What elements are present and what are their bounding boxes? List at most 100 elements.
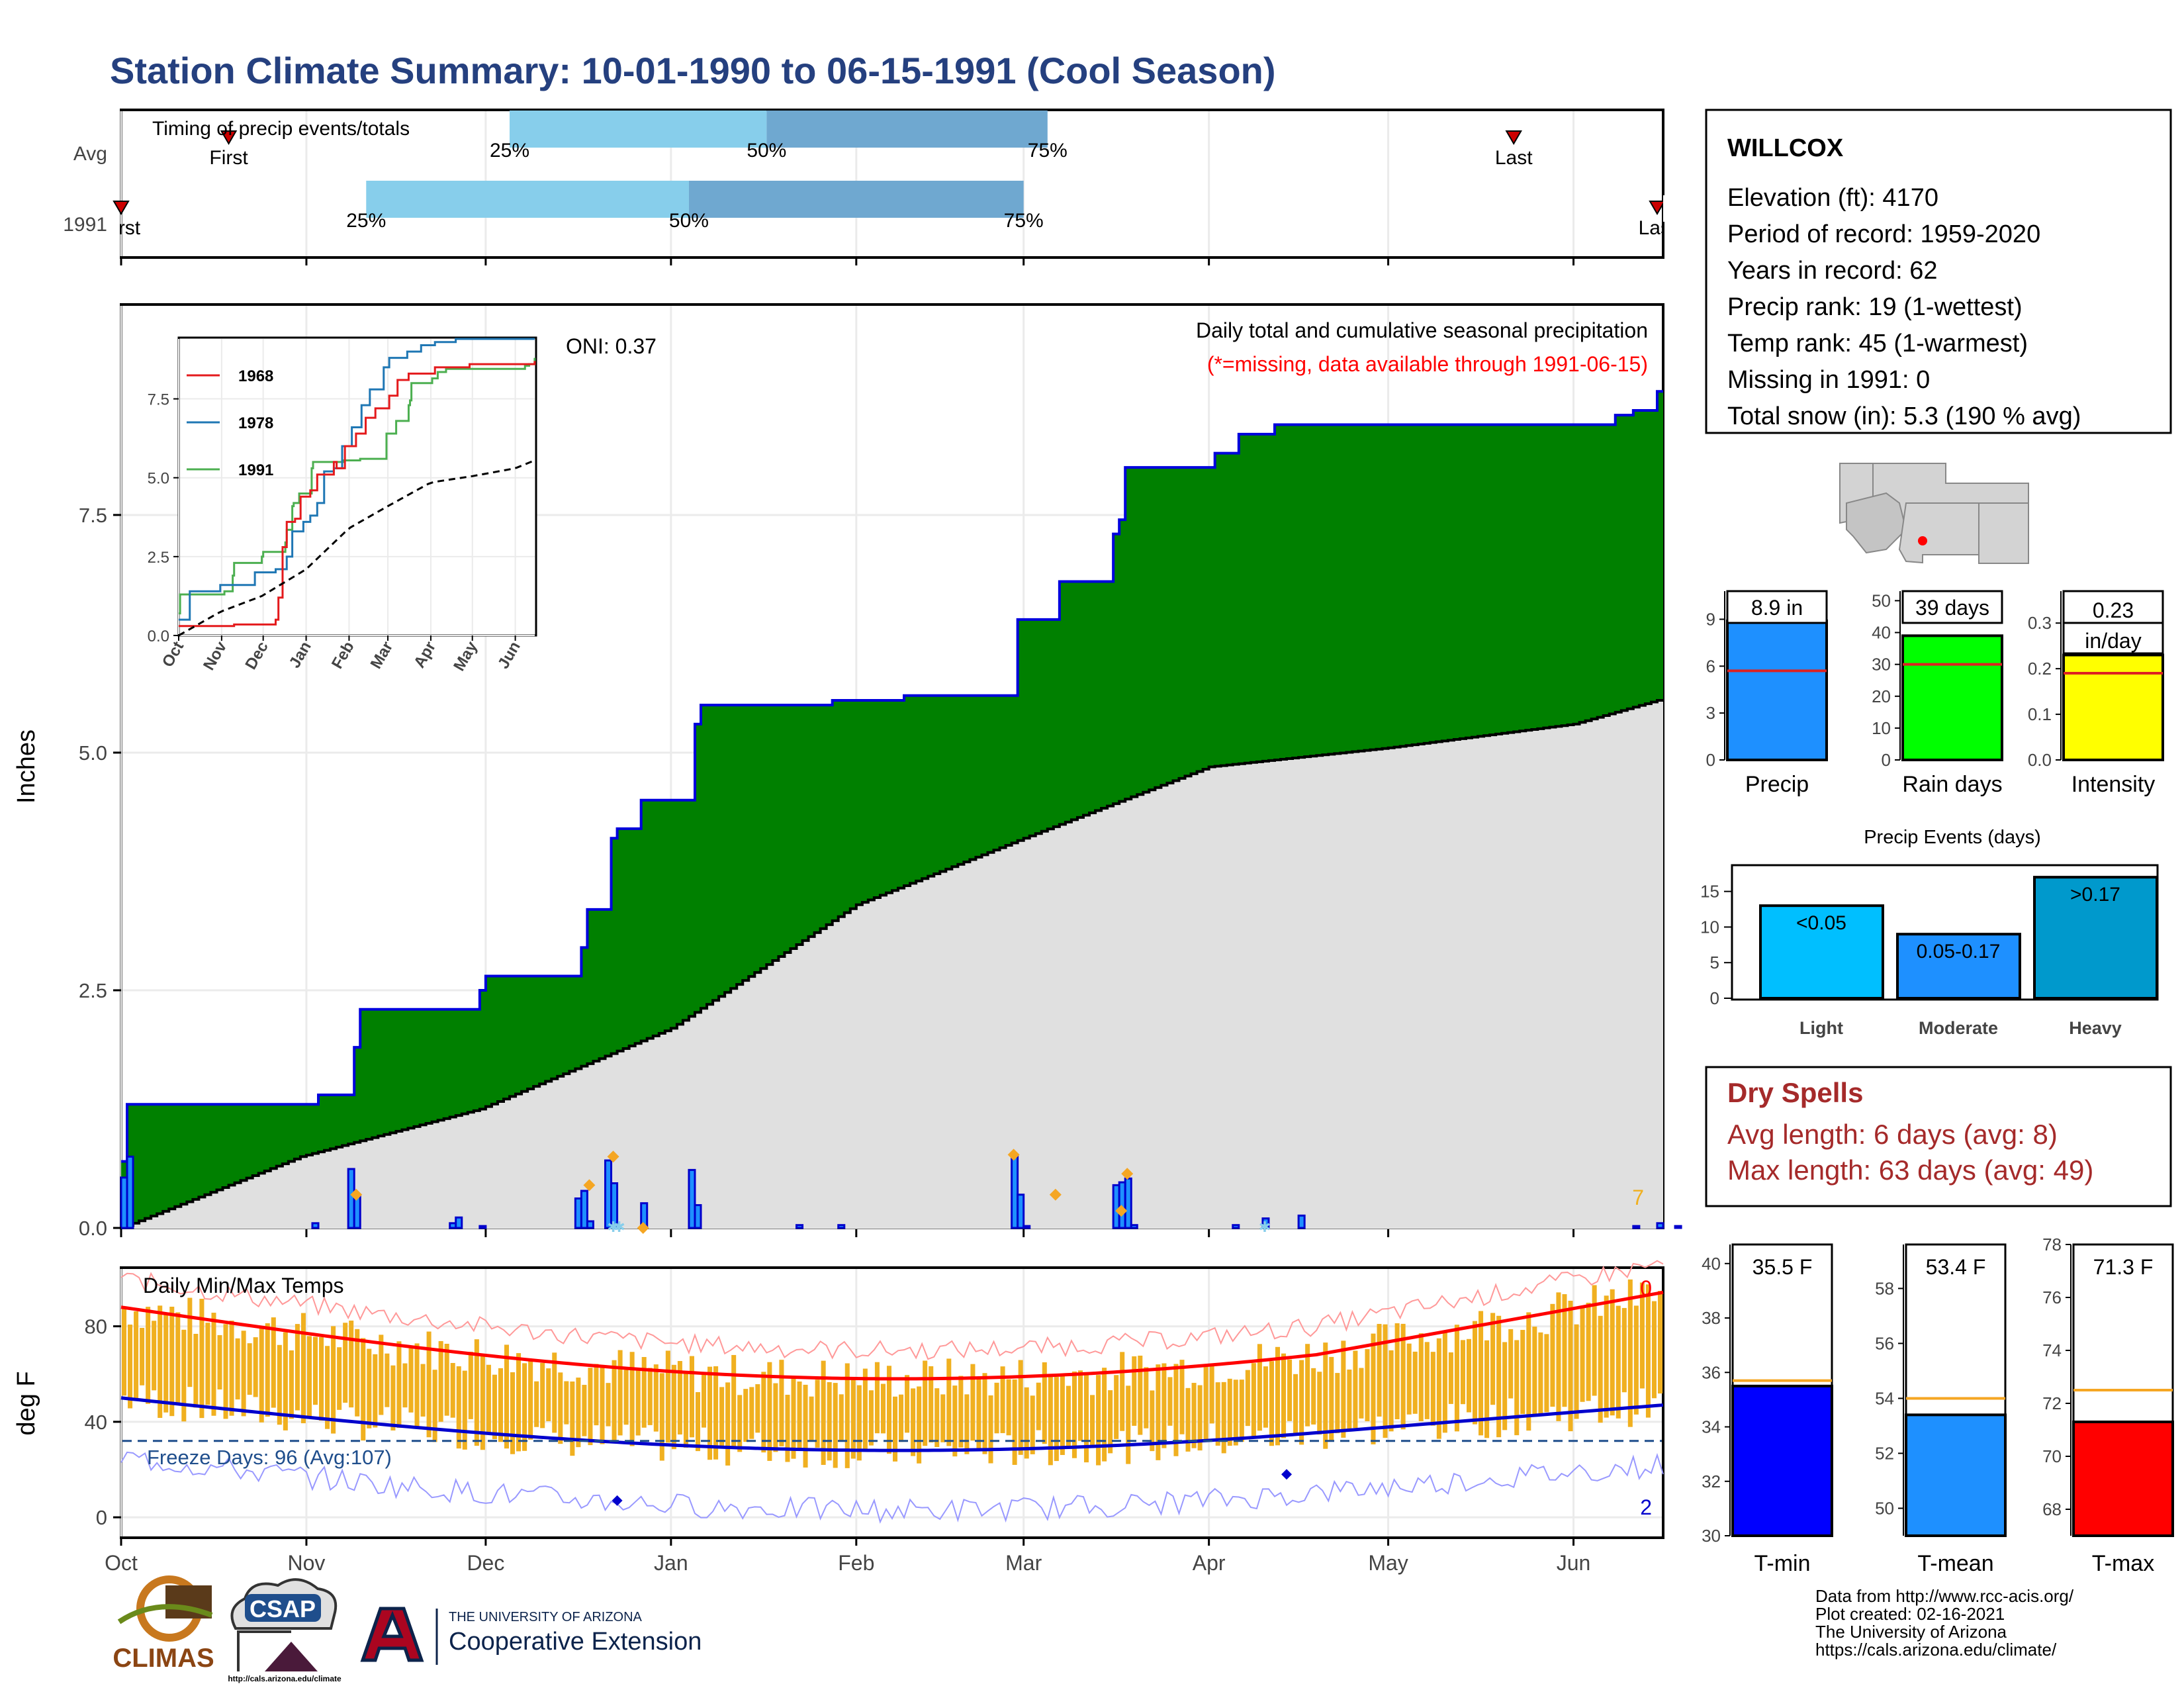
daily-temp-bar (761, 1372, 766, 1453)
precip-event-bar (1759, 904, 1884, 1000)
precip-ylabel: Inches (13, 729, 40, 804)
daily-temp-bar (1173, 1364, 1179, 1456)
credit-university: The University of Arizona (1815, 1622, 2007, 1642)
timing-q75-label: 75% (1028, 140, 1068, 162)
tmean-summary-ytick-label: 52 (1875, 1443, 1894, 1463)
daily-temp-bar (695, 1392, 701, 1452)
tmax-summary-ytick-label: 76 (2042, 1288, 2062, 1307)
daily-temp-bar (1024, 1387, 1029, 1459)
daily-temp-bar (874, 1362, 880, 1434)
daily-temp-bar (988, 1395, 993, 1464)
daily-temp-bar (725, 1382, 731, 1466)
month-label: Nov (288, 1551, 326, 1575)
daily-temp-bar (271, 1317, 276, 1408)
daily-temp-bar (731, 1354, 737, 1447)
precip-event-bar (2033, 876, 2158, 1000)
intensity-summary-label: in/day (2085, 629, 2141, 653)
daily-temp-bar (1484, 1340, 1490, 1438)
daily-temp-bar (1479, 1311, 1484, 1436)
daily-temp-bar (289, 1350, 294, 1419)
daily-temp-bar (516, 1353, 522, 1452)
oni-label: ONI: 0.37 (566, 334, 657, 358)
daily-temp-bar (283, 1332, 288, 1430)
daily-temp-bar (1287, 1359, 1293, 1421)
daily-temp-bar (815, 1380, 820, 1448)
timing-q50-label: 50% (669, 210, 709, 232)
precip-event-category: Heavy (2069, 1018, 2122, 1038)
daily-temp-bar (976, 1376, 981, 1449)
daily-temp-bar (1120, 1352, 1125, 1431)
daily-temp-bar (1388, 1350, 1394, 1432)
daily-temp-bar (1077, 1370, 1083, 1441)
inset-ytick-label: 0.0 (148, 628, 169, 645)
tmin-summary-ytick-label: 34 (1702, 1417, 1721, 1437)
daily-precip-bar (1261, 1217, 1270, 1229)
daily-temp-bar (1161, 1363, 1167, 1448)
daily-temp-bar (677, 1361, 682, 1435)
daily-temp-bar (833, 1383, 838, 1468)
inset-ytick-label: 7.5 (148, 391, 169, 409)
daily-temp-bar (1138, 1355, 1143, 1435)
timing-bar-q25-q50 (366, 181, 689, 218)
rain-days-summary-label: 39 days (1915, 596, 1989, 620)
daily-temp-bar (1377, 1323, 1382, 1417)
precip-ytick-label: 7.5 (79, 504, 107, 527)
daily-temp-bar (235, 1338, 240, 1400)
precip-summary: 0 3 6 9 8.9 in Precip (1706, 590, 1828, 797)
daily-temp-bar (390, 1365, 396, 1430)
tmax-summary: 68 70 72 74 76 78 71.3 F T-max (2042, 1235, 2174, 1576)
dry-spells-avg: Avg length: 6 days (avg: 8) (1727, 1119, 2058, 1150)
daily-temp-bar (719, 1387, 725, 1446)
daily-temp-bar (1424, 1342, 1430, 1419)
daily-temp-bar (641, 1356, 647, 1428)
daily-temp-bar (414, 1343, 420, 1429)
daily-temp-bar (241, 1331, 246, 1417)
daily-precip-bar (796, 1224, 804, 1229)
daily-temp-bar (893, 1396, 898, 1462)
daily-temp-bar (331, 1326, 336, 1434)
daily-temp-bar (1066, 1385, 1071, 1447)
inset-line-1968 (179, 361, 536, 628)
daily-temp-bar (456, 1366, 461, 1449)
timing-q25-label: 25% (346, 210, 386, 232)
precip-event-bar-label: >0.17 (2070, 884, 2120, 906)
average-precip-line (121, 698, 1663, 1229)
missing-marker: ✱ (607, 1219, 619, 1235)
daily-temp-bar (1610, 1289, 1615, 1416)
daily-temp-bar (402, 1363, 408, 1408)
missing-marker: ✱ (613, 1219, 625, 1235)
temp-ytick-label: 40 (85, 1411, 107, 1434)
precip-title: Daily total and cumulative seasonal prec… (1196, 318, 1648, 342)
daily-temp-bar (821, 1360, 826, 1465)
precip-ytick-label: 0.0 (79, 1217, 107, 1240)
daily-temp-bar (1514, 1340, 1520, 1436)
daily-precip-bar (1656, 1222, 1664, 1229)
rain-days-summary-label-box (1901, 590, 2003, 624)
tmax-summary-ytick-label: 74 (2042, 1340, 2062, 1360)
daily-temp-bar (1550, 1303, 1555, 1407)
daily-temp-bar (367, 1348, 372, 1429)
daily-temp-bar (850, 1377, 856, 1459)
daily-temp-bar (1508, 1329, 1514, 1399)
daily-temp-bar (1490, 1313, 1496, 1405)
precip-subtitle: (*=missing, data available through 1991-… (1207, 352, 1648, 376)
precip-event-category: Light (1799, 1018, 1843, 1038)
daily-temp-bar (385, 1353, 390, 1407)
intensity-summary-ytick-label: 0.0 (2028, 750, 2052, 770)
daily-temp-bar (175, 1312, 181, 1405)
precip-summary-ytick-label: 6 (1706, 656, 1715, 676)
missing-marker: ✱ (1259, 1219, 1271, 1235)
daily-temp-bar (899, 1394, 904, 1442)
rain-days-summary-bar (1901, 634, 2003, 762)
precip-event-ytick-label: 0 (1710, 988, 1719, 1008)
timing-last-label: Last (1495, 147, 1533, 169)
daily-temp-bar (1383, 1324, 1388, 1438)
precip-events-chart: Precip Events (days) <0.05 Light 0.05-0.17… (1700, 827, 2159, 1038)
intensity-summary-label-box-tall (2062, 590, 2164, 655)
timing-bar-q50-q75 (688, 181, 1024, 218)
daily-precip-bar (610, 1182, 619, 1229)
tmin-summary: 30 32 34 36 38 40 35.5 F T-min (1702, 1243, 1833, 1576)
daily-temp-bar (1323, 1342, 1328, 1449)
daily-temp-bar (1150, 1390, 1155, 1452)
